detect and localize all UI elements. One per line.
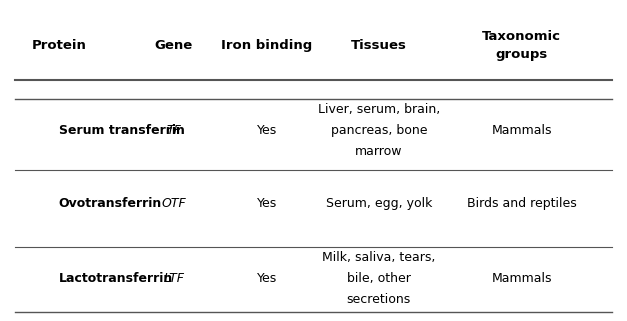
Text: Liver, serum, brain,
pancreas, bone
marrow: Liver, serum, brain, pancreas, bone marr… xyxy=(318,103,440,158)
Text: Yes: Yes xyxy=(257,196,277,210)
Text: TF: TF xyxy=(166,124,181,137)
Text: Gene: Gene xyxy=(154,39,192,52)
Text: Tissues: Tissues xyxy=(351,39,407,52)
Text: Yes: Yes xyxy=(257,272,277,285)
Text: Milk, saliva, tears,
bile, other
secretions: Milk, saliva, tears, bile, other secreti… xyxy=(322,251,435,306)
Text: Serum transferrin: Serum transferrin xyxy=(59,124,184,137)
Text: Iron binding: Iron binding xyxy=(221,39,312,52)
Text: Mammals: Mammals xyxy=(492,272,552,285)
Text: Yes: Yes xyxy=(257,124,277,137)
Text: Lactotransferrin: Lactotransferrin xyxy=(59,272,173,285)
Text: LTF: LTF xyxy=(163,272,184,285)
Text: Protein: Protein xyxy=(31,39,86,52)
Text: Serum, egg, yolk: Serum, egg, yolk xyxy=(325,196,432,210)
Text: Ovotransferrin: Ovotransferrin xyxy=(59,196,162,210)
Text: Mammals: Mammals xyxy=(492,124,552,137)
Text: Birds and reptiles: Birds and reptiles xyxy=(467,196,577,210)
Text: OTF: OTF xyxy=(161,196,186,210)
Text: Taxonomic
groups: Taxonomic groups xyxy=(482,30,561,61)
